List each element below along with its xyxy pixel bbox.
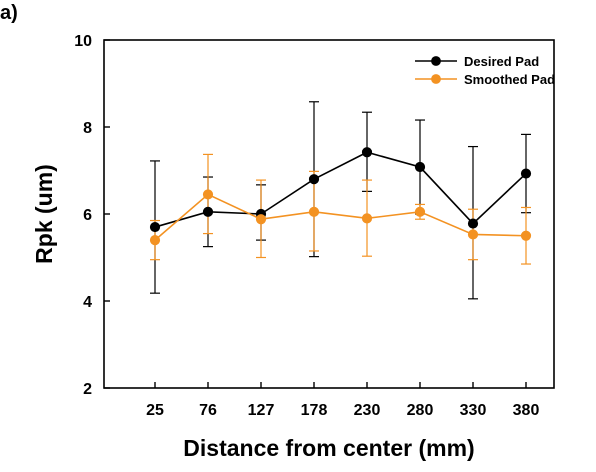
markers-layer [149,147,532,246]
panel-label: a) [0,2,18,24]
x-tick-label: 280 [407,402,434,419]
desired-pad-point [149,221,161,233]
desired-pad-point [308,174,320,185]
x-tick-label: 76 [199,402,217,419]
smoothed-pad-line [154,193,527,241]
desired-pad-line [154,151,527,228]
ticks-layer: 2 4 6 8 10 25 76 127 178 230 280 330 380 [74,33,539,419]
y-tick-label: 2 [83,381,92,398]
legend-desired-pad-marker [431,56,441,66]
plot-frame [103,39,555,389]
desired-pad-point [520,168,532,179]
legend-desired-pad-label: Desired Pad [464,54,539,69]
x-tick-label: 25 [146,402,164,419]
y-tick-label: 10 [74,33,92,50]
smoothed-pad-point [308,206,320,217]
smoothed-pad-point [467,229,479,240]
desired-pad-point [414,161,426,173]
legend: Desired Pad Smoothed Pad [415,54,555,87]
x-tick-label: 178 [301,402,328,419]
desired-pad-point [202,206,214,217]
lines-layer [154,151,527,241]
y-axis-label: Rpk (um) [31,164,57,264]
desired-pad-point [467,218,479,229]
x-axis-label: Distance from center (mm) [183,435,474,461]
legend-smoothed-pad-label: Smoothed Pad [464,72,555,87]
x-tick-label: 330 [460,402,487,419]
smoothed-pad-point [361,213,373,224]
x-tick-label: 230 [354,402,381,419]
x-tick-label: 380 [513,402,540,419]
y-tick-label: 4 [83,294,92,311]
smoothed-pad-point [202,189,214,200]
smoothed-pad-point [149,235,161,246]
smoothed-pad-point [520,230,532,241]
errorbars-layer [150,101,531,300]
y-tick-label: 8 [83,120,92,137]
x-tick-label: 127 [248,402,275,419]
y-tick-label: 6 [83,207,92,224]
legend-smoothed-pad-marker [431,74,441,84]
smoothed-pad-point [414,206,426,217]
smoothed-pad-point [255,214,267,225]
desired-pad-point [361,147,373,158]
